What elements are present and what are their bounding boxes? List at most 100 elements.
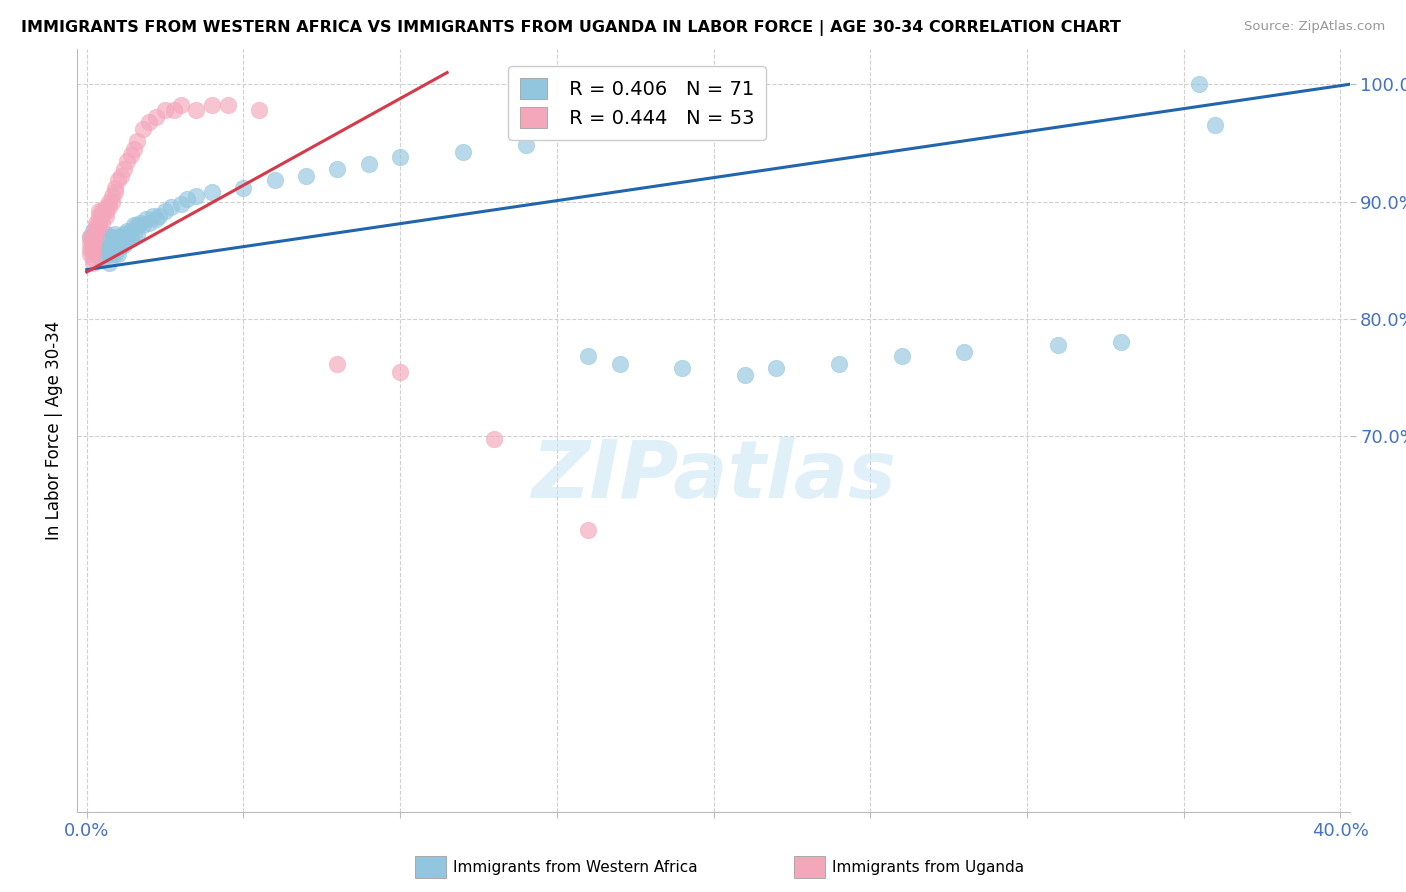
Point xyxy=(201,98,224,112)
Point xyxy=(890,350,912,364)
Point xyxy=(79,247,101,261)
Text: IMMIGRANTS FROM WESTERN AFRICA VS IMMIGRANTS FROM UGANDA IN LABOR FORCE | AGE 30: IMMIGRANTS FROM WESTERN AFRICA VS IMMIGR… xyxy=(21,20,1121,36)
Point xyxy=(104,247,127,261)
Text: Immigrants from Uganda: Immigrants from Uganda xyxy=(832,860,1025,874)
Point xyxy=(186,188,208,202)
Point xyxy=(451,145,474,160)
Point xyxy=(97,247,120,261)
Point xyxy=(79,229,101,244)
Text: Source: ZipAtlas.com: Source: ZipAtlas.com xyxy=(1244,20,1385,33)
Point xyxy=(89,216,111,230)
Point xyxy=(91,244,114,258)
Point xyxy=(201,185,224,199)
Point xyxy=(94,201,117,215)
Point xyxy=(232,180,254,194)
Point xyxy=(247,103,270,117)
Point xyxy=(84,224,107,238)
Point xyxy=(122,218,145,232)
Point xyxy=(101,188,124,202)
Point xyxy=(84,216,107,230)
Point xyxy=(389,150,412,164)
Point xyxy=(89,244,111,258)
Point xyxy=(357,157,380,171)
Point xyxy=(153,204,176,219)
Point xyxy=(671,361,693,376)
Point xyxy=(97,255,120,269)
Point xyxy=(94,209,117,223)
Point xyxy=(125,134,148,148)
Point xyxy=(94,247,117,261)
Point xyxy=(148,209,170,223)
Point xyxy=(79,242,101,256)
Point xyxy=(82,255,104,269)
Point xyxy=(104,185,127,199)
Point xyxy=(120,224,142,238)
Point xyxy=(82,251,104,265)
Point xyxy=(94,227,117,242)
Point xyxy=(89,220,111,235)
Y-axis label: In Labor Force | Age 30-34: In Labor Force | Age 30-34 xyxy=(45,321,63,540)
Point xyxy=(107,247,129,261)
Point xyxy=(89,229,111,244)
Point xyxy=(112,161,135,176)
Point xyxy=(734,368,756,383)
Point xyxy=(1188,77,1211,91)
Point xyxy=(122,227,145,242)
Point xyxy=(79,235,101,250)
Point xyxy=(170,98,193,112)
Point xyxy=(84,247,107,261)
Point xyxy=(609,357,631,371)
Point xyxy=(97,194,120,209)
Point xyxy=(120,232,142,246)
Point xyxy=(82,239,104,253)
Point xyxy=(82,235,104,250)
Point xyxy=(138,216,160,230)
Point xyxy=(576,350,599,364)
Point xyxy=(1204,119,1226,133)
Text: Immigrants from Western Africa: Immigrants from Western Africa xyxy=(453,860,697,874)
Point xyxy=(91,239,114,253)
Point xyxy=(765,361,787,376)
Point xyxy=(176,192,198,206)
Point xyxy=(84,229,107,244)
Point xyxy=(112,227,135,242)
Point xyxy=(110,229,132,244)
Point xyxy=(107,173,129,187)
Point xyxy=(145,212,167,227)
Point xyxy=(82,244,104,258)
Point xyxy=(94,238,117,252)
Point xyxy=(135,212,157,227)
Point xyxy=(576,523,599,537)
Point xyxy=(326,161,349,176)
Point xyxy=(82,232,104,246)
Point xyxy=(263,173,285,187)
Point xyxy=(97,201,120,215)
Point xyxy=(326,357,349,371)
Point xyxy=(132,218,155,232)
Point xyxy=(89,209,111,223)
Point xyxy=(117,153,139,168)
Point xyxy=(101,194,124,209)
Point xyxy=(389,365,412,379)
Point xyxy=(107,239,129,253)
Point xyxy=(110,169,132,183)
Point xyxy=(1109,335,1132,350)
Point xyxy=(104,238,127,252)
Point xyxy=(163,103,186,117)
Point xyxy=(82,242,104,256)
Point xyxy=(1047,337,1070,351)
Point xyxy=(104,180,127,194)
Point xyxy=(141,209,163,223)
Point xyxy=(112,238,135,252)
Point xyxy=(132,121,155,136)
Point xyxy=(91,253,114,268)
Point xyxy=(82,229,104,244)
Point xyxy=(295,169,318,183)
Point xyxy=(84,220,107,235)
Point xyxy=(160,201,183,215)
Point xyxy=(129,216,152,230)
Point xyxy=(107,229,129,244)
Point xyxy=(104,227,127,242)
Point xyxy=(91,216,114,230)
Point xyxy=(117,224,139,238)
